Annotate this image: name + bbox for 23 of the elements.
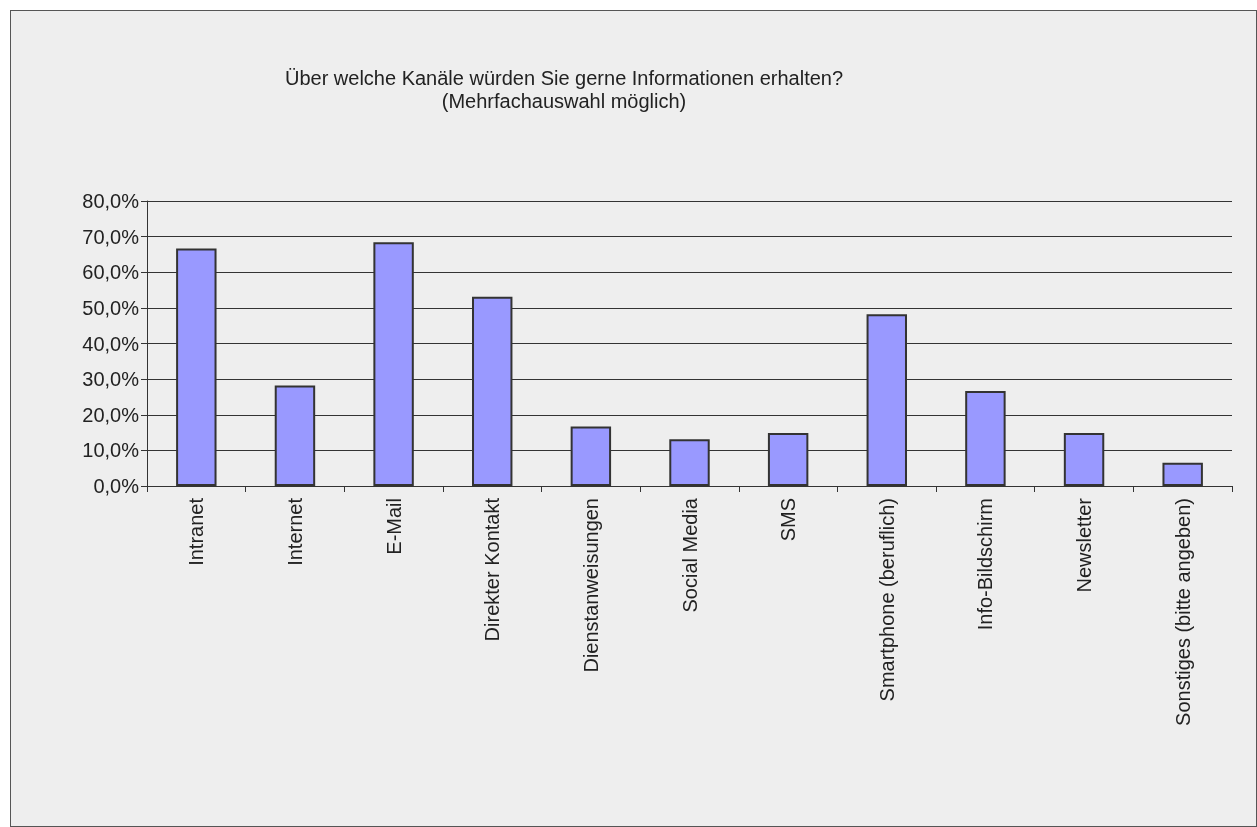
x-tick-label: Dienstanweisungen xyxy=(579,498,602,673)
y-tick-label: 40,0% xyxy=(82,332,140,355)
x-tick-label: Info-Bildschirm xyxy=(974,498,997,631)
x-tick-label: Internet xyxy=(283,497,306,566)
y-tick-label: 10,0% xyxy=(82,439,140,462)
x-tick-label: Newsletter xyxy=(1073,497,1096,593)
y-tick-label: 20,0% xyxy=(82,403,140,426)
chart-subtitle: (Mehrfachauswahl möglich) xyxy=(441,90,687,112)
y-tick-label: 50,0% xyxy=(82,296,140,319)
x-tick-label: SMS xyxy=(777,498,800,542)
y-tick-label: 0,0% xyxy=(93,475,140,497)
y-tick-label: 70,0% xyxy=(82,225,140,248)
x-tick-label: E-Mail xyxy=(382,498,405,555)
x-tick-label: Smartphone (beruflich) xyxy=(875,498,898,702)
chart-title: Über welche Kanäle würden Sie gerne Informationen erhalten? xyxy=(284,67,844,89)
x-tick-label: Social Media xyxy=(678,497,701,613)
x-tick-label: Sonstiges (bitte angeben) xyxy=(1171,498,1194,726)
x-tick-label: Intranet xyxy=(185,497,208,566)
y-tick-label: 30,0% xyxy=(82,368,140,391)
x-tick-label: Direkter Kontakt xyxy=(481,497,504,642)
y-tick-label: 80,0% xyxy=(82,190,140,212)
y-tick-label: 60,0% xyxy=(82,261,140,284)
bar xyxy=(1162,462,1203,486)
